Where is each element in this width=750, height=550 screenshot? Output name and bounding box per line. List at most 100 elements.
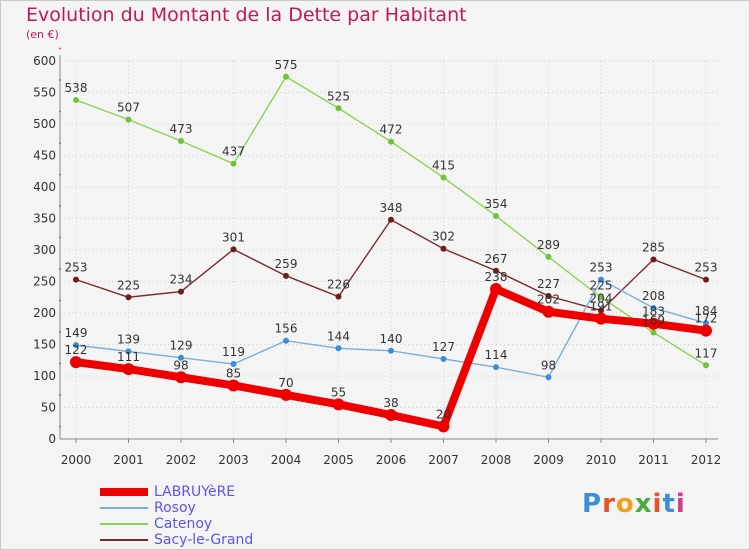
legend-item: Catenoy bbox=[100, 516, 253, 532]
data-label: 225 bbox=[590, 278, 613, 292]
chart-subtitle: (en €) bbox=[26, 28, 59, 41]
y-tick-label: 400 bbox=[33, 180, 56, 194]
y-tick-label: 50 bbox=[41, 401, 56, 415]
data-label: 172 bbox=[695, 312, 718, 326]
logo-letter: r bbox=[602, 489, 616, 519]
data-point bbox=[125, 116, 132, 123]
x-tick-label: 2001 bbox=[113, 453, 144, 467]
data-point bbox=[703, 276, 709, 283]
data-label: 289 bbox=[537, 238, 560, 252]
y-tick-label: 350 bbox=[33, 212, 56, 226]
data-label: 85 bbox=[226, 366, 241, 380]
x-tick-label: 2011 bbox=[638, 453, 669, 467]
data-point bbox=[388, 347, 394, 354]
data-label: 169 bbox=[642, 314, 665, 328]
chart-title: Evolution du Montant de la Dette par Hab… bbox=[26, 4, 467, 26]
y-tick-label: 150 bbox=[33, 338, 56, 352]
data-point bbox=[178, 354, 184, 361]
data-point bbox=[545, 292, 552, 299]
data-point bbox=[283, 73, 289, 80]
data-point bbox=[647, 317, 660, 330]
legend-label: LABRUYèRE bbox=[154, 484, 236, 500]
data-point bbox=[650, 329, 657, 336]
legend-item: Rosoy bbox=[100, 500, 253, 516]
y-tick-label: 550 bbox=[33, 86, 56, 100]
data-label: 122 bbox=[65, 343, 88, 357]
data-label: 302 bbox=[432, 230, 455, 244]
data-point bbox=[440, 245, 447, 252]
logo-letter: t bbox=[662, 489, 676, 519]
legend-swatch bbox=[100, 539, 148, 541]
x-tick-label: 2007 bbox=[428, 453, 459, 467]
data-label: 253 bbox=[65, 261, 88, 275]
x-tick-label: 2003 bbox=[218, 453, 249, 467]
data-label: 38 bbox=[383, 396, 398, 410]
x-tick-label: 2005 bbox=[323, 453, 354, 467]
y-tick-label: 100 bbox=[33, 369, 56, 383]
data-label: 354 bbox=[485, 197, 508, 211]
data-point bbox=[178, 288, 184, 295]
proxiti-logo: Proxiti bbox=[582, 489, 686, 519]
logo-letter: i bbox=[652, 489, 663, 519]
data-point bbox=[230, 160, 237, 167]
data-point bbox=[227, 379, 240, 392]
data-label: 473 bbox=[170, 122, 193, 136]
data-label: 119 bbox=[222, 345, 245, 359]
data-label: 238 bbox=[485, 270, 508, 284]
y-tick-label: 450 bbox=[33, 149, 56, 163]
data-point bbox=[73, 97, 79, 104]
data-point bbox=[598, 276, 604, 283]
data-point bbox=[73, 276, 79, 283]
data-point bbox=[598, 294, 604, 301]
data-label: 472 bbox=[380, 123, 403, 137]
x-tick-label: 2004 bbox=[271, 453, 302, 467]
data-point bbox=[703, 320, 709, 327]
legend-swatch bbox=[100, 523, 148, 525]
x-tick-label: 2012 bbox=[691, 453, 722, 467]
data-label: 70 bbox=[278, 376, 293, 390]
data-point bbox=[125, 348, 132, 355]
data-point bbox=[650, 304, 657, 311]
data-point bbox=[545, 253, 552, 260]
data-point bbox=[493, 267, 499, 274]
x-tick-label: 2006 bbox=[376, 453, 407, 467]
data-label: 204 bbox=[590, 291, 613, 305]
data-point bbox=[700, 324, 712, 337]
data-point bbox=[542, 305, 555, 318]
data-label: 437 bbox=[222, 145, 245, 159]
data-point bbox=[280, 388, 292, 401]
data-point bbox=[335, 105, 342, 112]
data-point bbox=[332, 398, 345, 411]
data-label: 507 bbox=[117, 101, 140, 115]
data-label: 111 bbox=[117, 350, 140, 364]
data-point bbox=[70, 356, 82, 369]
data-label: 415 bbox=[432, 159, 455, 173]
legend-label: Sacy-le-Grand bbox=[154, 532, 254, 548]
y-tick-label: 600 bbox=[33, 54, 56, 68]
data-point bbox=[283, 272, 289, 279]
data-label: 267 bbox=[485, 252, 508, 266]
line-chart: 0 50 100 150 200 250 300 350 400 450 500 550 600 2000… bbox=[33, 47, 722, 467]
data-point bbox=[388, 216, 394, 223]
logo-letter: P bbox=[582, 489, 603, 519]
data-label: 191 bbox=[590, 300, 613, 314]
y-tick-label: 250 bbox=[33, 275, 56, 289]
data-point bbox=[650, 256, 657, 263]
x-tick-label: 2009 bbox=[533, 453, 564, 467]
data-point bbox=[283, 337, 289, 344]
data-label: 348 bbox=[380, 201, 403, 215]
data-point bbox=[388, 138, 394, 145]
data-label: 149 bbox=[65, 326, 88, 340]
data-point bbox=[230, 361, 237, 368]
x-tick-label: 2008 bbox=[481, 453, 512, 467]
data-label: 575 bbox=[275, 58, 298, 72]
data-point bbox=[440, 174, 447, 181]
data-label: 156 bbox=[275, 322, 298, 336]
logo-letter: i bbox=[675, 489, 686, 519]
data-label: 20 bbox=[436, 407, 451, 421]
data-label: 140 bbox=[380, 332, 403, 346]
y-tick-label: 200 bbox=[33, 306, 56, 320]
legend: LABRUYèRE Rosoy Catenoy Sacy-le-Grand bbox=[100, 484, 253, 548]
data-label: 184 bbox=[695, 304, 718, 318]
data-point bbox=[125, 294, 132, 301]
